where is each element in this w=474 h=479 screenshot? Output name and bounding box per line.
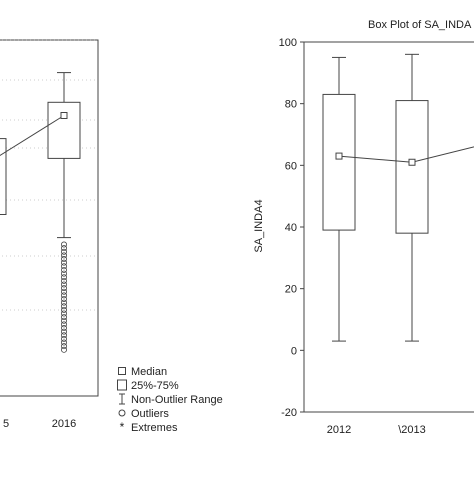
outlier-point bbox=[61, 266, 68, 273]
outlier-point bbox=[61, 343, 68, 350]
right-xtick-label-2012: 2012 bbox=[327, 424, 351, 436]
outlier-point bbox=[61, 295, 68, 302]
right-ytick-label: -20 bbox=[281, 407, 297, 419]
right-y-ticks: -20 0 20 40 60 80 100 bbox=[279, 37, 304, 419]
left-grid bbox=[0, 39, 98, 311]
outlier-point bbox=[61, 292, 68, 299]
legend-extreme-symbol: * bbox=[120, 420, 125, 434]
outlier-point bbox=[61, 248, 68, 255]
right-ytick-label: 20 bbox=[285, 284, 297, 296]
outlier-point bbox=[61, 252, 68, 259]
outlier-point bbox=[61, 285, 68, 292]
box-2013 bbox=[395, 100, 429, 234]
outlier-point bbox=[61, 332, 68, 339]
right-ytick-label: 0 bbox=[291, 345, 297, 357]
box-2016 bbox=[47, 101, 81, 159]
outlier-point bbox=[61, 346, 68, 353]
outlier-point bbox=[61, 339, 68, 346]
outlier-point bbox=[61, 303, 68, 310]
outlier-point bbox=[61, 263, 68, 270]
left-plot-area bbox=[0, 40, 105, 396]
right-ytick-label: 60 bbox=[285, 160, 297, 172]
outlier-point bbox=[61, 281, 68, 288]
right-chart-title: Box Plot of SA_INDA bbox=[368, 19, 472, 31]
outlier-point bbox=[61, 335, 68, 342]
left-chart-panel: 5 2016 Median 25%-75% Non-Outlier Range Out… bbox=[0, 39, 223, 434]
outlier-point bbox=[61, 245, 68, 252]
outlier-point bbox=[61, 325, 68, 332]
left-plot-frame bbox=[0, 39, 99, 397]
legend-outlier-symbol bbox=[118, 409, 126, 417]
left-xtick-label-1: 5 bbox=[3, 418, 9, 430]
median-marker-2012 bbox=[335, 152, 343, 160]
outlier-point bbox=[61, 277, 68, 284]
box-2012 bbox=[322, 93, 356, 231]
legend: Median 25%-75% Non-Outlier Range Outliers * E… bbox=[117, 366, 223, 434]
right-ytick-label: 40 bbox=[285, 222, 297, 234]
outlier-point bbox=[61, 259, 68, 266]
outlier-point bbox=[61, 310, 68, 317]
legend-median-symbol bbox=[118, 367, 126, 375]
median-connector-line bbox=[0, 115, 65, 157]
outlier-point bbox=[61, 321, 68, 328]
left-chart-marks bbox=[0, 72, 81, 353]
right-xtick-label-2013: \2013 bbox=[398, 424, 426, 436]
outlier-point bbox=[61, 328, 68, 335]
outlier-point bbox=[61, 314, 68, 321]
right-ytick-label: 80 bbox=[285, 99, 297, 111]
right-y-axis-label: SA_INDA4 bbox=[253, 199, 265, 252]
left-xtick-label-2: 2016 bbox=[52, 418, 76, 430]
legend-label-3: Non-Outlier Range bbox=[131, 394, 223, 406]
outlier-point bbox=[61, 256, 68, 263]
box-2015 bbox=[0, 138, 7, 216]
legend-label-1: Median bbox=[131, 366, 167, 378]
outlier-point bbox=[61, 241, 68, 248]
right-chart-panel: Box Plot of SA_INDA SA_INDA4 -20 0 20 40 60 8… bbox=[253, 19, 474, 436]
outlier-point bbox=[61, 274, 68, 281]
right-chart-marks bbox=[322, 53, 474, 342]
median-marker-2016 bbox=[60, 112, 68, 119]
right-ytick-label: 100 bbox=[279, 37, 297, 49]
legend-box-symbol bbox=[117, 379, 127, 391]
median-marker-2013 bbox=[408, 158, 416, 166]
legend-label-5: Extremes bbox=[131, 422, 178, 434]
outlier-point bbox=[61, 306, 68, 313]
outlier-point bbox=[61, 299, 68, 306]
outlier-point bbox=[61, 288, 68, 295]
legend-label-4: Outliers bbox=[131, 408, 169, 420]
legend-label-2: 25%-75% bbox=[131, 380, 179, 392]
outlier-point bbox=[61, 317, 68, 324]
outlier-point bbox=[61, 270, 68, 277]
